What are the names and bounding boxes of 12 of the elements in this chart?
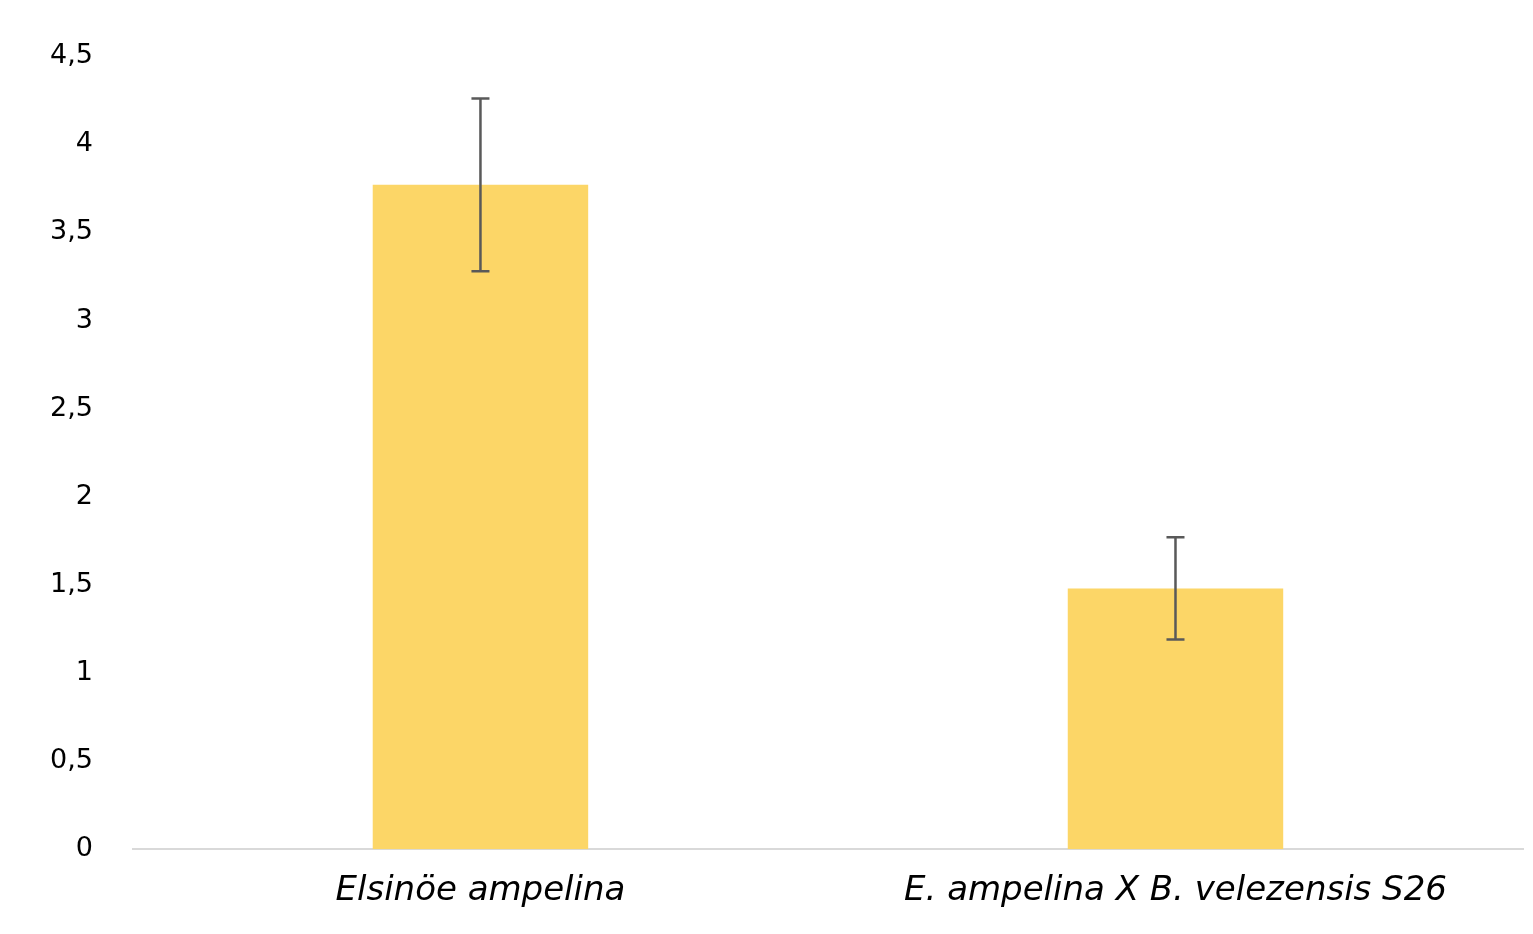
y-tick-label: 1 [75,654,93,686]
y-tick-label: 2 [75,478,93,510]
y-tick-label: 3,5 [49,214,93,246]
y-tick-label: 1,5 [49,566,93,598]
y-tick-label: 4 [75,126,93,158]
y-tick-label: 4,5 [49,38,93,70]
y-tick-label: 3 [75,302,93,334]
y-tick-label: 2,5 [49,390,93,422]
y-tick-label: 0 [75,831,93,863]
x-tick-label: E. ampelina X B. velezensis S26 [904,868,1447,909]
y-tick-label: 0,5 [49,743,93,775]
x-tick-label: Elsinöe ampelina [335,868,626,909]
